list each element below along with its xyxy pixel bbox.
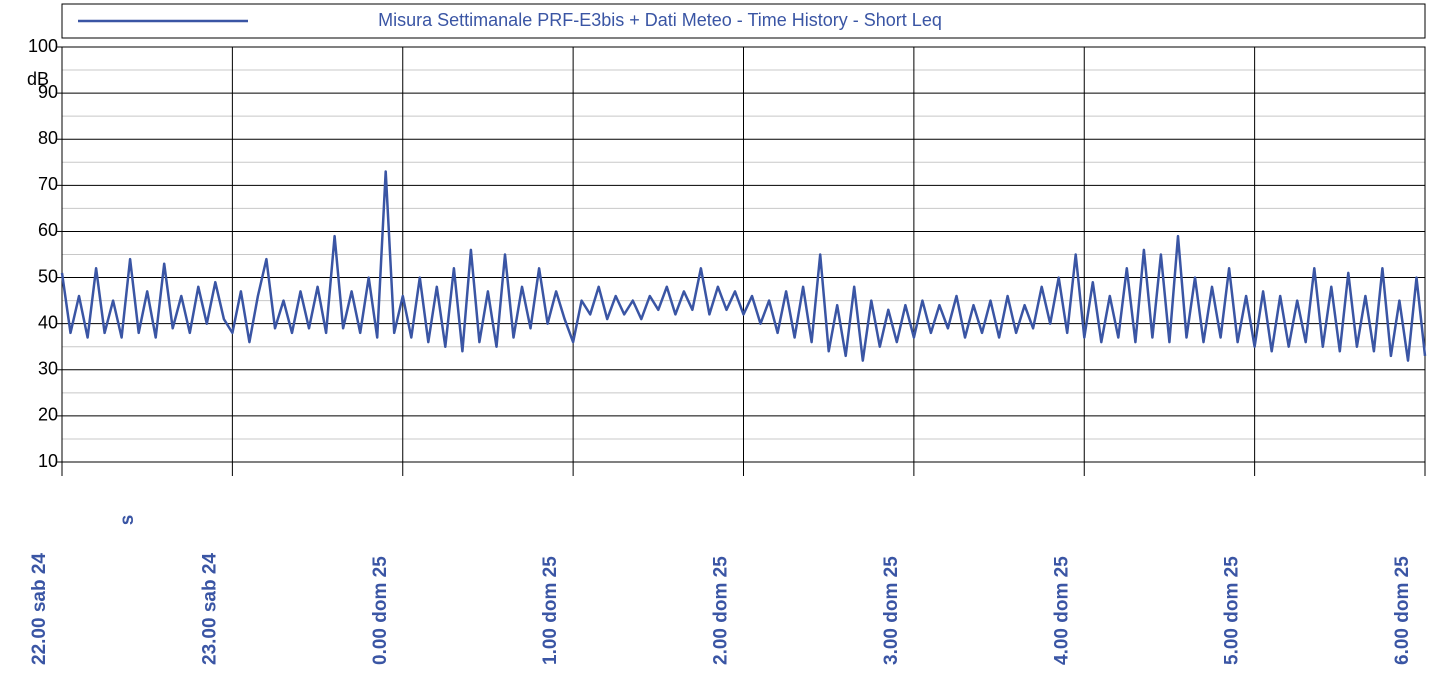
plot-frame bbox=[61, 46, 1426, 463]
x-axis-label: s bbox=[117, 515, 138, 526]
y-axis-label: dB bbox=[27, 69, 49, 89]
y-tick-label: 50 bbox=[38, 266, 58, 286]
y-tick-label: 20 bbox=[38, 405, 58, 425]
y-tick-label: 30 bbox=[38, 359, 58, 379]
legend-box bbox=[61, 3, 1426, 39]
x-tick-label: 0.00 dom 25 bbox=[370, 556, 391, 665]
chart-title: Misura Settimanale PRF-E3bis + Dati Mete… bbox=[378, 10, 942, 30]
y-tick-label: 80 bbox=[38, 128, 58, 148]
y-tick-label: 40 bbox=[38, 312, 58, 332]
y-tick-label: 70 bbox=[38, 174, 58, 194]
x-tick-label: 3.00 dom 25 bbox=[881, 556, 902, 665]
x-tick-label: 6.00 dom 25 bbox=[1392, 556, 1413, 665]
x-tick-label: 2.00 dom 25 bbox=[711, 556, 732, 665]
x-tick-label: 1.00 dom 25 bbox=[540, 556, 561, 665]
x-tick-label: 23.00 sab 24 bbox=[199, 553, 220, 665]
y-tick-label: 60 bbox=[38, 220, 58, 240]
data-line bbox=[60, 170, 1427, 362]
y-tick-label: 10 bbox=[38, 451, 58, 471]
x-tick-label: 5.00 dom 25 bbox=[1222, 556, 1243, 665]
x-tick-label: 4.00 dom 25 bbox=[1051, 556, 1072, 665]
y-tick-label: 100 bbox=[28, 36, 58, 56]
x-tick-label: 22.00 sab 24 bbox=[29, 553, 50, 665]
y-tick-label: 90 bbox=[38, 82, 58, 102]
